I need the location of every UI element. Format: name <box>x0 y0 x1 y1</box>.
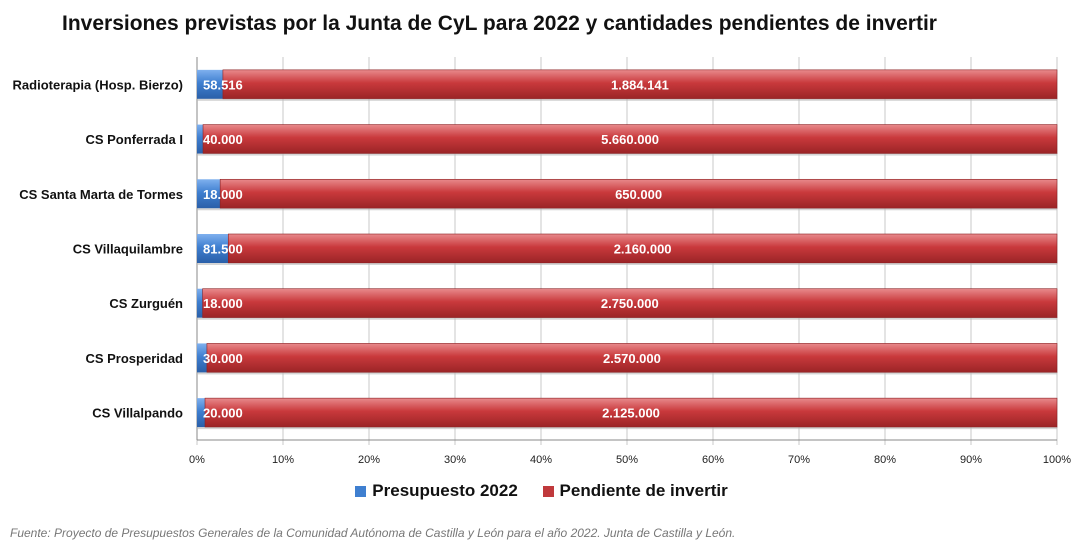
category-label: CS Santa Marta de Tormes <box>19 187 183 202</box>
legend-swatch-red <box>542 486 554 497</box>
data-label-presupuesto: 30.000 <box>203 351 243 366</box>
data-label-pendiente: 650.000 <box>615 187 662 202</box>
bar-shadow <box>197 372 1057 375</box>
data-label-pendiente: 2.160.000 <box>614 242 672 257</box>
data-label-presupuesto: 18.000 <box>203 296 243 311</box>
bar-shadow <box>197 153 1057 156</box>
category-label: CS Ponferrada I <box>85 132 183 147</box>
bar-presupuesto <box>197 124 204 154</box>
bar-shadow <box>197 98 1057 101</box>
legend: Presupuesto 2022 Pendiente de invertir <box>0 481 1083 501</box>
x-tick-label: 10% <box>272 454 294 466</box>
data-label-pendiente: 2.570.000 <box>603 351 661 366</box>
data-label-pendiente: 2.750.000 <box>601 296 659 311</box>
bars-layer <box>197 69 1058 430</box>
bar-shadow <box>197 208 1057 211</box>
x-tick-label: 100% <box>1043 454 1071 466</box>
data-label-pendiente: 5.660.000 <box>601 132 659 147</box>
category-label: CS Zurguén <box>109 296 183 311</box>
legend-item-presupuesto: Presupuesto 2022 <box>355 481 518 501</box>
x-tick-label: 40% <box>530 454 552 466</box>
x-tick-label: 60% <box>702 454 724 466</box>
data-label-presupuesto: 20.000 <box>203 406 243 421</box>
bar-pendiente <box>227 233 1058 264</box>
legend-label-pendiente: Pendiente de invertir <box>559 481 728 500</box>
bar-pendiente <box>202 124 1058 154</box>
bar-presupuesto <box>197 288 203 318</box>
x-tick-label: 80% <box>874 454 896 466</box>
data-label-pendiente: 1.884.141 <box>611 77 669 92</box>
x-tick-label: 50% <box>616 454 638 466</box>
legend-swatch-blue <box>355 486 367 497</box>
legend-item-pendiente: Pendiente de invertir <box>542 481 728 501</box>
x-tick-label: 20% <box>358 454 380 466</box>
bar-shadow <box>197 427 1057 430</box>
data-label-presupuesto: 81.500 <box>203 242 243 257</box>
bar-presupuesto <box>197 398 206 428</box>
bar-pendiente <box>204 397 1058 428</box>
bar-shadow <box>197 263 1057 265</box>
bar-presupuesto <box>197 234 229 263</box>
chart-title: Inversiones previstas por la Junta de Cy… <box>62 12 937 35</box>
data-label-presupuesto: 58.516 <box>203 77 243 92</box>
bar-presupuesto <box>197 343 207 373</box>
bar-shadow <box>197 317 1057 320</box>
chart-plot: 0% 10% 20% 30% 40% 50% 60% 70% 80% 90% 100% Radiote… <box>13 57 1072 466</box>
bar-pendiente <box>202 288 1058 319</box>
category-label: CS Villaquilambre <box>73 242 183 257</box>
x-tick-label: 0% <box>189 454 205 466</box>
legend-label-presupuesto: Presupuesto 2022 <box>372 481 518 500</box>
x-tick-label: 70% <box>788 454 810 466</box>
bar-pendiente <box>219 178 1058 209</box>
data-label-pendiente: 2.125.000 <box>602 406 660 421</box>
bar-pendiente <box>206 343 1058 373</box>
labels-layer: 0% 10% 20% 30% 40% 50% 60% 70% 80% 90% 100% Radiote… <box>13 77 1072 466</box>
x-tick-label: 30% <box>444 454 466 466</box>
category-label: Radioterapia (Hosp. Bierzo) <box>13 77 183 92</box>
data-label-presupuesto: 18.000 <box>203 187 243 202</box>
bar-presupuesto <box>197 69 223 99</box>
x-tick-label: 90% <box>960 454 982 466</box>
bar-presupuesto <box>197 179 221 209</box>
data-label-presupuesto: 40.000 <box>203 132 243 147</box>
source-note: Fuente: Proyecto de Presupuestos General… <box>10 526 736 540</box>
category-label: CS Villalpando <box>92 406 183 421</box>
category-label: CS Prosperidad <box>85 351 183 366</box>
